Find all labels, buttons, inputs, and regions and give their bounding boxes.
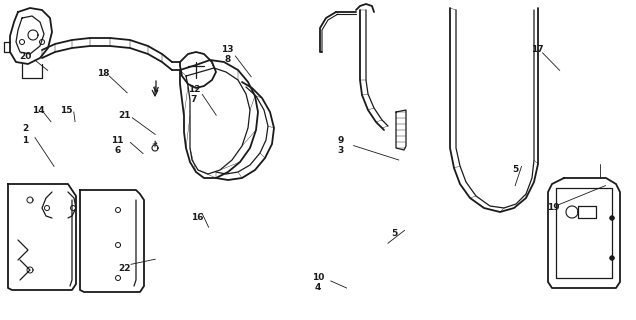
Text: 1: 1 <box>22 136 29 145</box>
Text: 11: 11 <box>111 136 124 145</box>
Text: 9: 9 <box>337 136 343 145</box>
Text: 16: 16 <box>191 213 204 222</box>
Text: 7: 7 <box>191 95 197 104</box>
Text: 13: 13 <box>221 45 234 54</box>
Text: 12: 12 <box>188 85 200 94</box>
Text: 10: 10 <box>312 273 324 282</box>
Text: 14: 14 <box>32 106 45 115</box>
Text: 19: 19 <box>547 204 560 212</box>
Text: 8: 8 <box>225 55 231 64</box>
Text: 17: 17 <box>531 45 544 54</box>
Text: 18: 18 <box>97 69 109 78</box>
Text: 15: 15 <box>60 106 73 115</box>
Polygon shape <box>610 256 614 260</box>
Text: 22: 22 <box>118 264 131 273</box>
Text: 4: 4 <box>315 284 321 292</box>
Text: 3: 3 <box>337 146 343 155</box>
Text: 2: 2 <box>22 124 29 132</box>
Text: 6: 6 <box>114 146 121 155</box>
Text: 5: 5 <box>512 165 518 174</box>
Polygon shape <box>610 216 614 220</box>
Text: 21: 21 <box>118 111 131 120</box>
Text: 20: 20 <box>19 52 32 60</box>
Text: 5: 5 <box>391 229 398 238</box>
